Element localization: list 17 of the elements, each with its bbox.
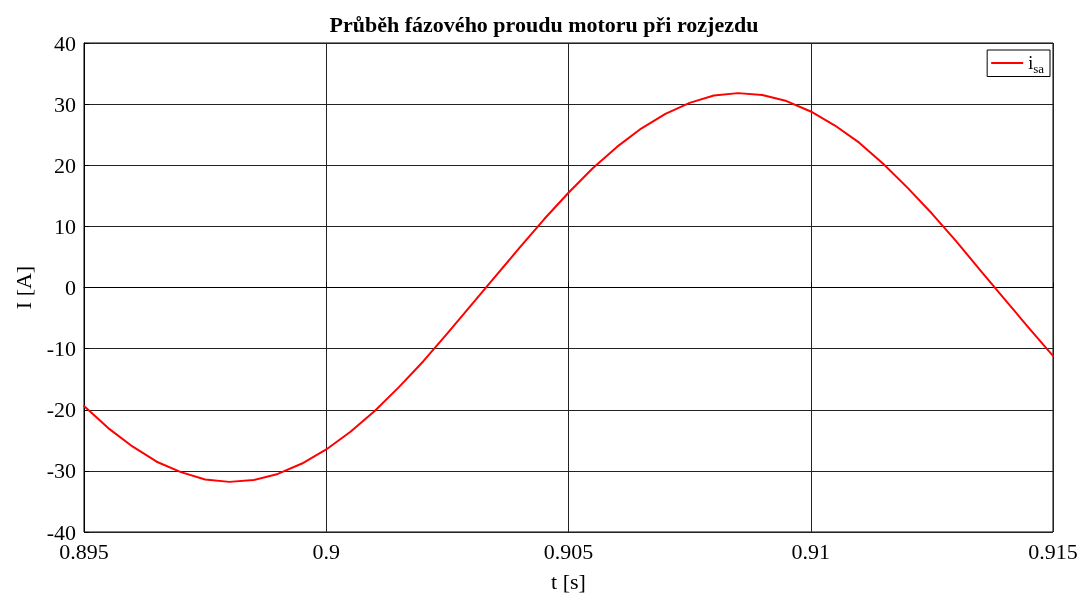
line-series bbox=[83, 92, 1054, 483]
y-tick-label: 0 bbox=[65, 275, 76, 300]
x-tick-label: 0.91 bbox=[791, 538, 830, 564]
y-tick-label: -30 bbox=[46, 458, 76, 484]
y-tick-label: -20 bbox=[46, 397, 76, 423]
y-tick-label: 20 bbox=[54, 152, 76, 178]
x-tick-label: 0.9 bbox=[312, 538, 340, 564]
y-tick-label: 30 bbox=[54, 91, 76, 117]
chart-title: Průběh fázového proudu motoru při rozjezdu bbox=[329, 11, 759, 37]
y-tick-label: -40 bbox=[46, 519, 76, 545]
y-tick-label: 40 bbox=[54, 30, 76, 56]
y-axis-title: I [A] bbox=[10, 265, 36, 310]
y-tick-label: -10 bbox=[46, 336, 76, 362]
x-tick-label: 0.915 bbox=[1028, 538, 1078, 564]
x-axis-title: t [s] bbox=[551, 568, 586, 594]
y-tick-label: 10 bbox=[54, 213, 76, 239]
x-tick-label: 0.905 bbox=[543, 538, 594, 564]
